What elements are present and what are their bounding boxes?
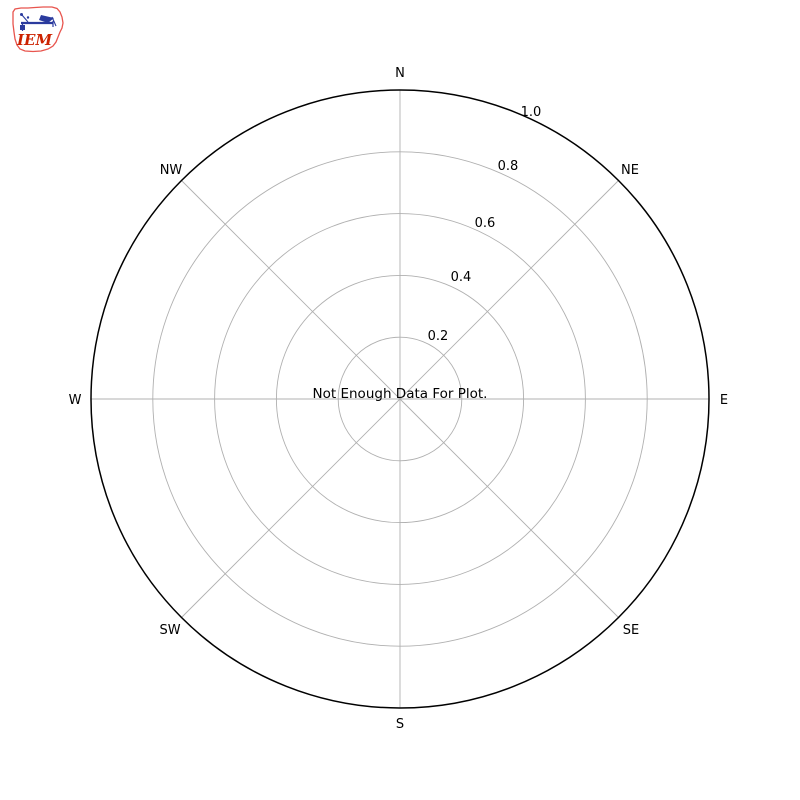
spoke-nw — [181, 180, 401, 400]
compass-label-nw: NW — [160, 163, 183, 178]
compass-label-s: S — [396, 717, 404, 732]
compass-label-ne: NE — [621, 163, 639, 178]
anemometer-icon — [20, 13, 57, 31]
iem-logo[interactable]: IEM — [8, 4, 70, 56]
r-tick-label-0-6: 0.6 — [475, 216, 496, 231]
grid-circle-0-8 — [152, 151, 648, 647]
spoke-ne — [399, 180, 619, 400]
r-tick-label-0-8: 0.8 — [498, 159, 519, 174]
polar-outer-spine — [90, 89, 710, 709]
compass-label-w: W — [69, 393, 82, 408]
theta-tick-labels: N NE E SE S SW W NW — [69, 66, 729, 732]
r-tick-label-1-0: 1.0 — [521, 105, 542, 120]
iem-logo-svg: IEM — [12, 6, 64, 53]
iem-logo-text: IEM — [16, 31, 52, 49]
r-tick-label-0-4: 0.4 — [451, 270, 472, 285]
empty-state-message: Not Enough Data For Plot. — [313, 386, 488, 402]
grid-circle-0-2 — [337, 336, 463, 462]
polar-grid-circles — [152, 151, 648, 647]
compass-label-sw: SW — [159, 623, 180, 638]
grid-circle-0-4 — [275, 274, 525, 524]
r-tick-labels: 0.2 0.4 0.6 0.8 1.0 — [428, 105, 542, 344]
compass-label-n: N — [395, 66, 405, 81]
compass-label-e: E — [720, 393, 728, 408]
grid-circle-0-6 — [214, 213, 586, 585]
polar-spokes — [91, 90, 709, 708]
spoke-sw — [181, 398, 401, 618]
iowa-outline-shape — [12, 6, 64, 53]
compass-label-se: SE — [623, 623, 639, 638]
spoke-se — [399, 398, 619, 618]
r-tick-label-0-2: 0.2 — [428, 329, 449, 344]
